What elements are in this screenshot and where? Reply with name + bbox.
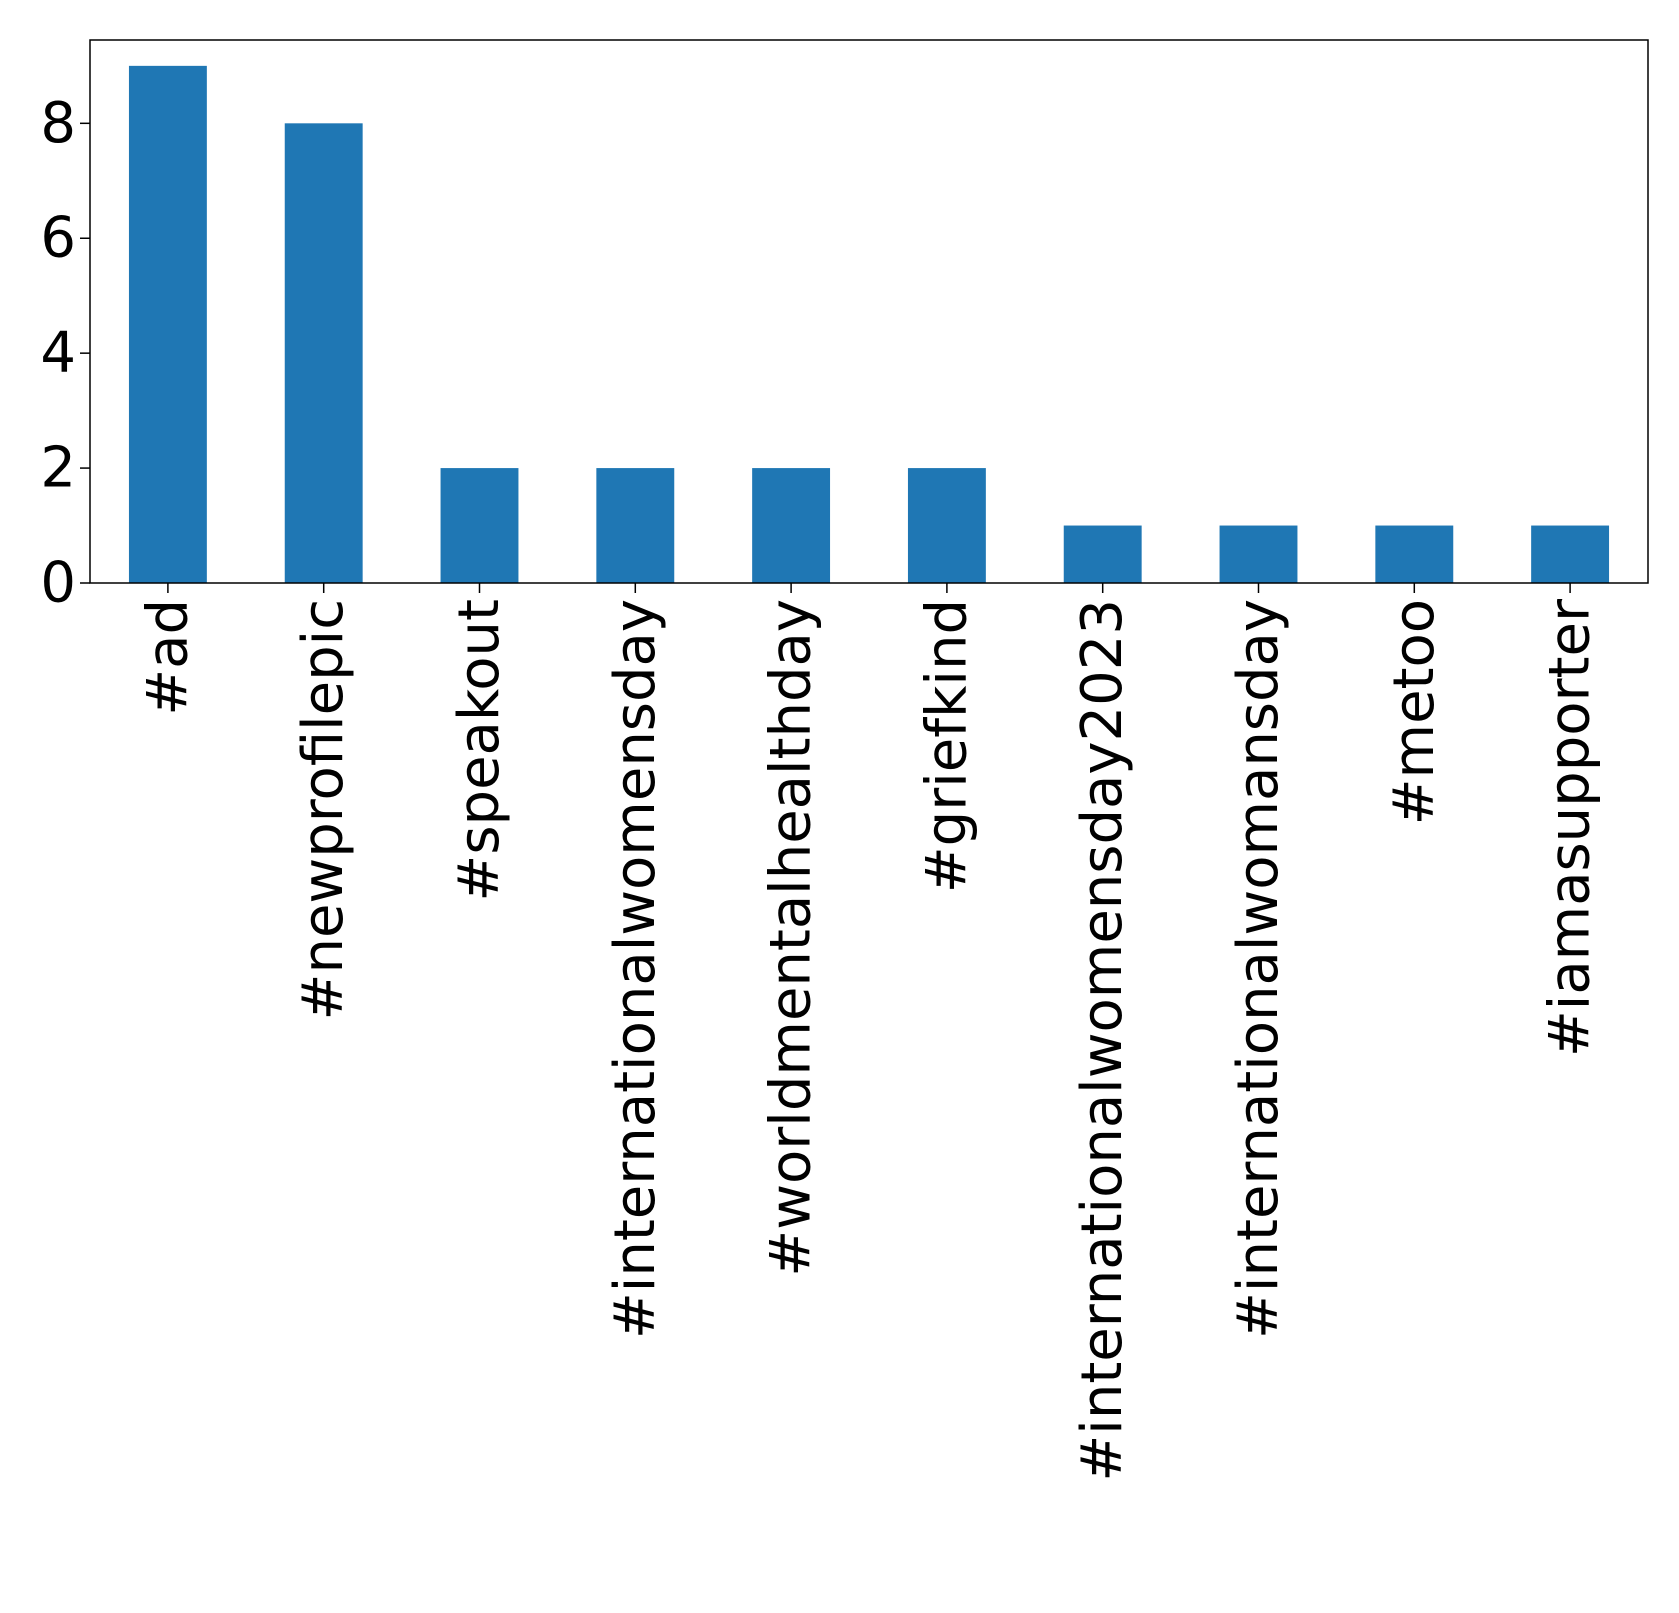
x-tick-label: #newprofilepic — [291, 599, 356, 1020]
y-tick-label: 4 — [40, 321, 76, 386]
y-tick-label: 6 — [40, 206, 76, 271]
x-tick-label: #griefkind — [914, 599, 979, 893]
bar-speakout — [440, 468, 519, 583]
x-tick-label: #worldmentalhealthday — [759, 599, 824, 1277]
x-tick-label: #iamasupporter — [1538, 598, 1603, 1057]
y-tick-label: 2 — [40, 436, 76, 501]
y-axis: 0 2 4 6 8 — [40, 91, 90, 616]
bar-worldmentalhealthday — [752, 468, 831, 583]
x-tick-label: #speakout — [447, 599, 512, 902]
y-tick-label: 0 — [40, 551, 76, 616]
bar-internationalwomansday — [1219, 525, 1298, 583]
bar-internationalwomensday2023 — [1063, 525, 1142, 583]
x-tick-label: #internationalwomensday2023 — [1070, 599, 1135, 1482]
x-tick-label: #ad — [135, 599, 200, 716]
x-tick-label: #internationalwomensday — [603, 599, 668, 1339]
bar-ad — [128, 65, 207, 584]
x-tick-label: #metoo — [1382, 599, 1447, 825]
bar-newprofilepic — [284, 123, 363, 584]
bars-group — [128, 65, 1610, 584]
bar-iamasupporter — [1531, 525, 1610, 583]
bar-griefkind — [907, 468, 986, 583]
bar-metoo — [1375, 525, 1454, 583]
bar-internationalwomensday — [596, 468, 675, 583]
x-axis: #ad #newprofilepic #speakout #international… — [135, 583, 1603, 1482]
x-tick-label: #internationalwomansday — [1226, 599, 1291, 1339]
plot-frame — [89, 39, 1649, 584]
y-tick-label: 8 — [40, 91, 76, 156]
